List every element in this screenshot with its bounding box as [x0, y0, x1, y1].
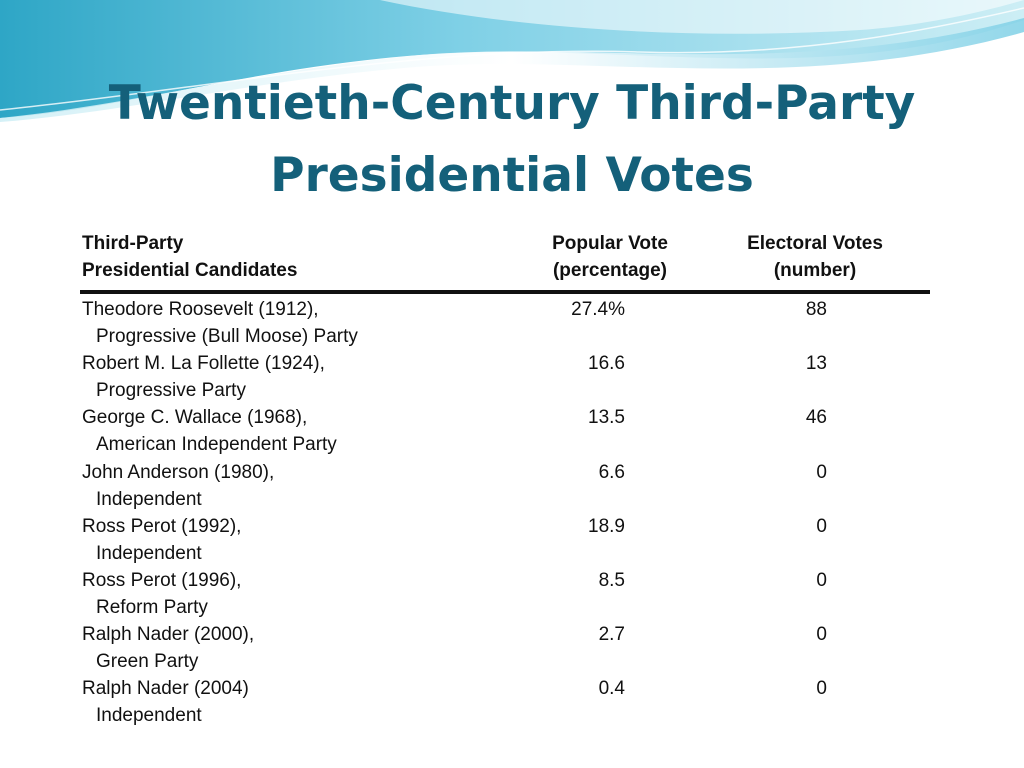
header-candidates-line1: Third-Party [82, 233, 184, 254]
header-popular-vote: Popular Vote (percentage) [510, 230, 710, 284]
title-line-1: Twentieth-Century Third-Party [108, 76, 916, 131]
header-electoral-votes: Electoral Votes (number) [720, 230, 910, 284]
popular-vote-cell: 18.9 [588, 515, 625, 537]
decorative-wave [0, 0, 1024, 122]
electoral-votes-cell: 0 [816, 624, 827, 646]
header-candidates: Third-Party Presidential Candidates [82, 230, 297, 284]
table-row: John Anderson (1980), Independent 6.6 0 [80, 459, 930, 513]
candidate-party: Independent [96, 488, 202, 510]
table-header: Third-Party Presidential Candidates Popu… [80, 228, 930, 290]
candidate-party: Independent [96, 542, 202, 564]
candidate-name: Ralph Nader (2000), [82, 624, 255, 646]
candidate-name: Ralph Nader (2004) [82, 678, 249, 700]
table-row: Ross Perot (1996), Reform Party 8.5 0 [80, 567, 930, 621]
candidate-party: Progressive Party [96, 380, 246, 402]
page-title: Twentieth-Century Third-Party Presidenti… [0, 68, 1024, 212]
popular-vote-cell: 2.7 [598, 624, 625, 646]
electoral-votes-cell: 13 [805, 353, 827, 375]
electoral-votes-cell: 0 [816, 515, 827, 537]
candidate-name: Robert M. La Follette (1924), [82, 353, 325, 375]
candidate-party: Reform Party [96, 596, 208, 618]
candidate-party: American Independent Party [96, 434, 337, 456]
popular-vote-cell: 6.6 [598, 461, 625, 483]
table-row: Ross Perot (1992), Independent 18.9 0 [80, 513, 930, 567]
popular-vote-cell: 16.6 [588, 353, 625, 375]
candidate-party: Green Party [96, 651, 199, 673]
table-row: Ralph Nader (2004) Independent 0.4 0 [80, 675, 930, 729]
table-row: Ralph Nader (2000), Green Party 2.7 0 [80, 621, 930, 675]
candidate-name: George C. Wallace (1968), [82, 407, 308, 429]
table-row: Robert M. La Follette (1924), Progressiv… [80, 350, 930, 404]
header-popular-line1: Popular Vote [552, 233, 668, 254]
popular-vote-cell: 8.5 [598, 569, 625, 591]
candidate-party: Progressive (Bull Moose) Party [96, 326, 358, 347]
candidate-name: Ross Perot (1996), [82, 569, 242, 591]
electoral-votes-cell: 88 [805, 299, 827, 320]
popular-vote-cell: 27.4% [571, 299, 625, 320]
electoral-votes-cell: 0 [816, 678, 827, 700]
header-electoral-line2: (number) [773, 260, 857, 281]
header-rule [80, 290, 930, 294]
candidate-name: Ross Perot (1992), [82, 515, 242, 537]
candidate-name: John Anderson (1980), [82, 461, 275, 483]
table-row: George C. Wallace (1968), American Indep… [80, 404, 930, 458]
electoral-votes-cell: 0 [816, 461, 827, 483]
candidate-party: Independent [96, 705, 202, 727]
header-electoral-line1: Electoral Votes [747, 233, 883, 254]
electoral-votes-cell: 0 [816, 569, 827, 591]
header-candidates-line2: Presidential Candidates [82, 260, 298, 281]
popular-vote-cell: 0.4 [598, 678, 625, 700]
candidate-name: Theodore Roosevelt (1912), [82, 299, 319, 320]
votes-table: Third-Party Presidential Candidates Popu… [80, 228, 930, 730]
table-row: Theodore Roosevelt (1912), Progressive (… [80, 296, 930, 350]
popular-vote-cell: 13.5 [588, 407, 625, 429]
header-popular-line2: (percentage) [552, 260, 668, 281]
electoral-votes-cell: 46 [805, 407, 827, 429]
title-line-2: Presidential Votes [270, 148, 754, 203]
